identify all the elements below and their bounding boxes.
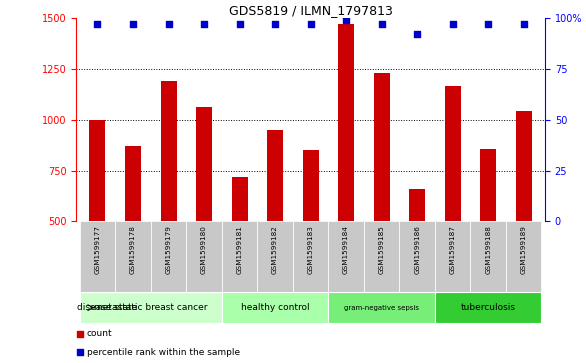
Text: GSM1599179: GSM1599179 <box>165 225 172 274</box>
Bar <box>257 221 293 292</box>
Bar <box>506 221 541 292</box>
Bar <box>471 221 506 292</box>
Bar <box>328 292 435 323</box>
Point <box>270 21 280 27</box>
Bar <box>338 24 354 221</box>
Bar <box>480 149 496 221</box>
Text: GSM1599186: GSM1599186 <box>414 225 420 274</box>
Bar <box>302 150 319 221</box>
Text: healthy control: healthy control <box>241 303 309 312</box>
Point <box>75 331 84 337</box>
Bar <box>196 107 212 221</box>
Text: GSM1599184: GSM1599184 <box>343 225 349 274</box>
Bar <box>80 292 222 323</box>
Bar <box>222 292 328 323</box>
Point <box>235 21 244 27</box>
Bar <box>516 111 532 221</box>
Text: GSM1599177: GSM1599177 <box>94 225 100 274</box>
Text: metastatic breast cancer: metastatic breast cancer <box>94 303 207 312</box>
Text: GSM1599183: GSM1599183 <box>308 225 314 274</box>
Bar <box>328 221 364 292</box>
Text: GSM1599187: GSM1599187 <box>449 225 456 274</box>
Bar <box>125 146 141 221</box>
Text: GSM1599182: GSM1599182 <box>272 225 278 274</box>
Point <box>448 21 457 27</box>
Point <box>164 21 173 27</box>
Bar <box>364 221 400 292</box>
Text: disease state: disease state <box>77 303 137 312</box>
Bar <box>222 221 257 292</box>
Point <box>128 21 138 27</box>
Bar <box>161 81 176 221</box>
Bar <box>80 221 115 292</box>
Bar <box>231 177 247 221</box>
Bar <box>151 221 186 292</box>
Bar <box>445 86 461 221</box>
Bar <box>90 120 105 221</box>
Text: GSM1599180: GSM1599180 <box>201 225 207 274</box>
Bar <box>267 130 283 221</box>
Text: GSM1599185: GSM1599185 <box>379 225 384 274</box>
Point <box>483 21 493 27</box>
Point <box>519 21 529 27</box>
Point <box>413 32 422 37</box>
Point <box>199 21 209 27</box>
Bar <box>400 221 435 292</box>
Text: count: count <box>87 330 113 338</box>
Bar <box>409 189 425 221</box>
Point <box>93 21 102 27</box>
Title: GDS5819 / ILMN_1797813: GDS5819 / ILMN_1797813 <box>229 4 393 17</box>
Text: GSM1599189: GSM1599189 <box>521 225 527 274</box>
Bar <box>435 292 541 323</box>
Point <box>342 17 351 23</box>
Bar <box>374 73 390 221</box>
Bar <box>293 221 328 292</box>
Point <box>75 349 84 355</box>
Text: percentile rank within the sample: percentile rank within the sample <box>87 348 240 356</box>
Bar <box>435 221 471 292</box>
Text: GSM1599178: GSM1599178 <box>130 225 136 274</box>
Text: GSM1599188: GSM1599188 <box>485 225 491 274</box>
Bar <box>186 221 222 292</box>
Point <box>377 21 386 27</box>
Text: GSM1599181: GSM1599181 <box>237 225 243 274</box>
Text: tuberculosis: tuberculosis <box>461 303 516 312</box>
Text: gram-negative sepsis: gram-negative sepsis <box>344 305 419 311</box>
Point <box>306 21 315 27</box>
Bar <box>115 221 151 292</box>
